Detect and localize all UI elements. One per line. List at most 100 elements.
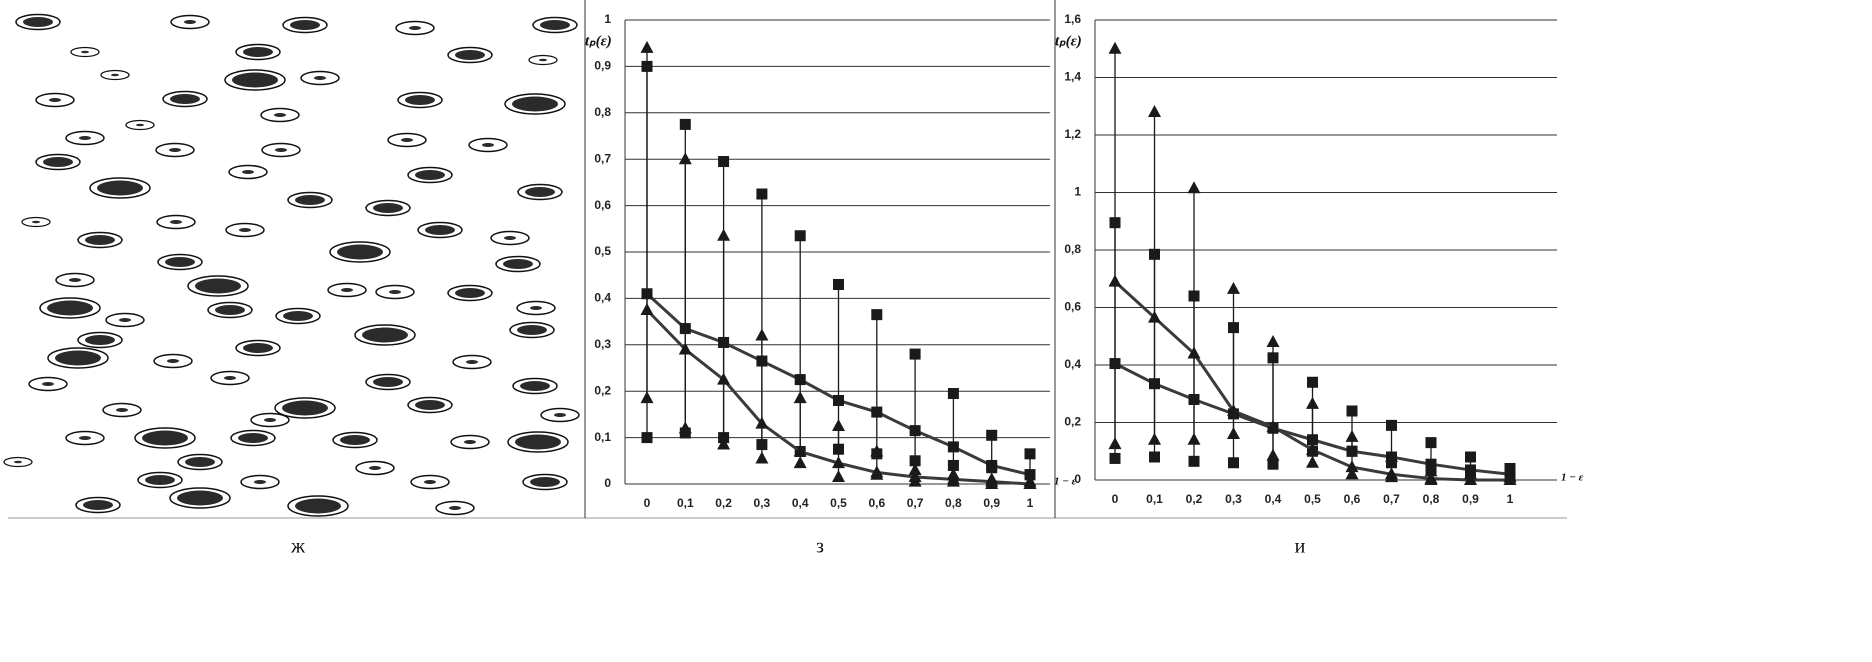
triangle-marker (1187, 346, 1201, 359)
square-marker (1149, 378, 1160, 390)
triangle-marker (985, 474, 999, 487)
y-tick-label: 0,8 (1064, 242, 1081, 256)
triangle-marker (1345, 429, 1359, 442)
square-marker (986, 459, 998, 471)
triangle-marker (1187, 181, 1201, 194)
square-marker (756, 439, 768, 451)
triangle-marker (1227, 427, 1240, 439)
square-marker (794, 230, 806, 242)
x-tick-label: 0,9 (1462, 492, 1479, 506)
triangle-marker (1424, 471, 1438, 484)
triangle-marker (1464, 473, 1477, 485)
square-marker (1386, 419, 1397, 431)
triangle-marker (1306, 442, 1319, 455)
square-marker (871, 309, 883, 321)
square-marker (641, 432, 653, 444)
triangle-marker (1266, 335, 1280, 347)
triangle-marker (1424, 464, 1438, 477)
triangle-marker (1385, 450, 1398, 462)
square-marker (1465, 451, 1476, 463)
triangle-marker (1266, 448, 1280, 461)
triangle-marker (1023, 477, 1037, 489)
y-tick-label: 0,9 (594, 59, 611, 73)
y-tick-label: 1 (1074, 185, 1081, 199)
triangle-marker (640, 391, 654, 404)
square-marker (1024, 448, 1036, 460)
x-tick-label: 0,3 (754, 496, 771, 510)
square-marker (1386, 457, 1397, 469)
square-marker (833, 443, 844, 455)
triangle-marker (793, 456, 807, 469)
y-tick-label: 1,6 (1064, 12, 1081, 26)
triangle-marker (1108, 274, 1122, 287)
x-tick-label: 0,9 (983, 496, 1000, 510)
triangle-marker (1306, 396, 1319, 409)
y-tick-label: 0,1 (594, 430, 611, 444)
triangle-marker (832, 419, 845, 431)
square-marker (641, 288, 653, 300)
triangle-marker (1385, 467, 1398, 480)
square-marker (947, 388, 959, 400)
y-tick-label: 0,7 (594, 151, 611, 165)
x-tick-label: 0,7 (1383, 492, 1400, 506)
triangle-marker (717, 228, 731, 241)
square-marker (1307, 434, 1318, 446)
triangle-marker (1187, 432, 1201, 445)
y-tick-label: 0,6 (1064, 300, 1081, 314)
y-tick-label: 0,2 (594, 383, 611, 397)
square-marker (679, 323, 691, 335)
triangle-marker (793, 391, 807, 404)
square-marker (1425, 458, 1437, 470)
square-marker (909, 425, 921, 437)
square-marker (947, 441, 959, 453)
triangle-marker (1345, 467, 1359, 480)
triangle-marker (1306, 455, 1319, 468)
x-tick-label: 0,7 (907, 496, 924, 510)
panel-label: з (816, 536, 824, 558)
square-marker (718, 336, 730, 348)
triangle-marker (793, 444, 807, 457)
square-marker (909, 455, 921, 467)
square-marker (986, 429, 998, 441)
y-tick-label: 1 (604, 12, 611, 26)
triangle-marker (755, 451, 769, 464)
y-tick-label: 0,2 (1064, 415, 1081, 429)
panel-label: и (1295, 536, 1306, 558)
triangle-marker (1108, 437, 1122, 450)
square-marker (1267, 458, 1279, 470)
square-marker (794, 374, 806, 386)
triangle-marker (755, 416, 769, 429)
square-marker (1504, 463, 1516, 474)
triangle-marker (832, 456, 845, 469)
square-marker (1425, 437, 1437, 449)
triangle-marker (908, 463, 922, 476)
y-tick-label: 0,8 (594, 105, 611, 119)
y-axis-label: tₚ(ε) (1055, 33, 1082, 49)
x-tick-label: 0,4 (792, 496, 809, 510)
x-tick-label: 0,4 (1265, 492, 1282, 506)
triangle-marker (717, 372, 731, 385)
y-tick-label: 0 (604, 476, 611, 490)
triangle-marker (717, 437, 731, 450)
square-marker (833, 394, 844, 406)
triangle-marker (1503, 473, 1517, 485)
x-tick-label: 1 (1027, 496, 1034, 510)
square-marker (641, 60, 653, 72)
x-tick-label: 0,1 (677, 496, 694, 510)
triangle-marker (946, 472, 960, 485)
triangle-marker (908, 470, 922, 483)
triangle-marker (1108, 41, 1122, 54)
triangle-marker (1227, 404, 1240, 416)
square-marker (1188, 290, 1200, 302)
x-tick-label: 0,6 (868, 496, 885, 510)
square-marker (756, 355, 768, 367)
square-marker (679, 118, 691, 130)
y-tick-label: 1,2 (1064, 127, 1081, 141)
triangle-marker (1148, 310, 1161, 323)
square-marker (1109, 452, 1121, 464)
triangle-marker (832, 470, 845, 483)
panel-label: ж (290, 536, 305, 558)
y-tick-label: 0,6 (594, 198, 611, 212)
x-tick-label: 0,2 (715, 496, 732, 510)
